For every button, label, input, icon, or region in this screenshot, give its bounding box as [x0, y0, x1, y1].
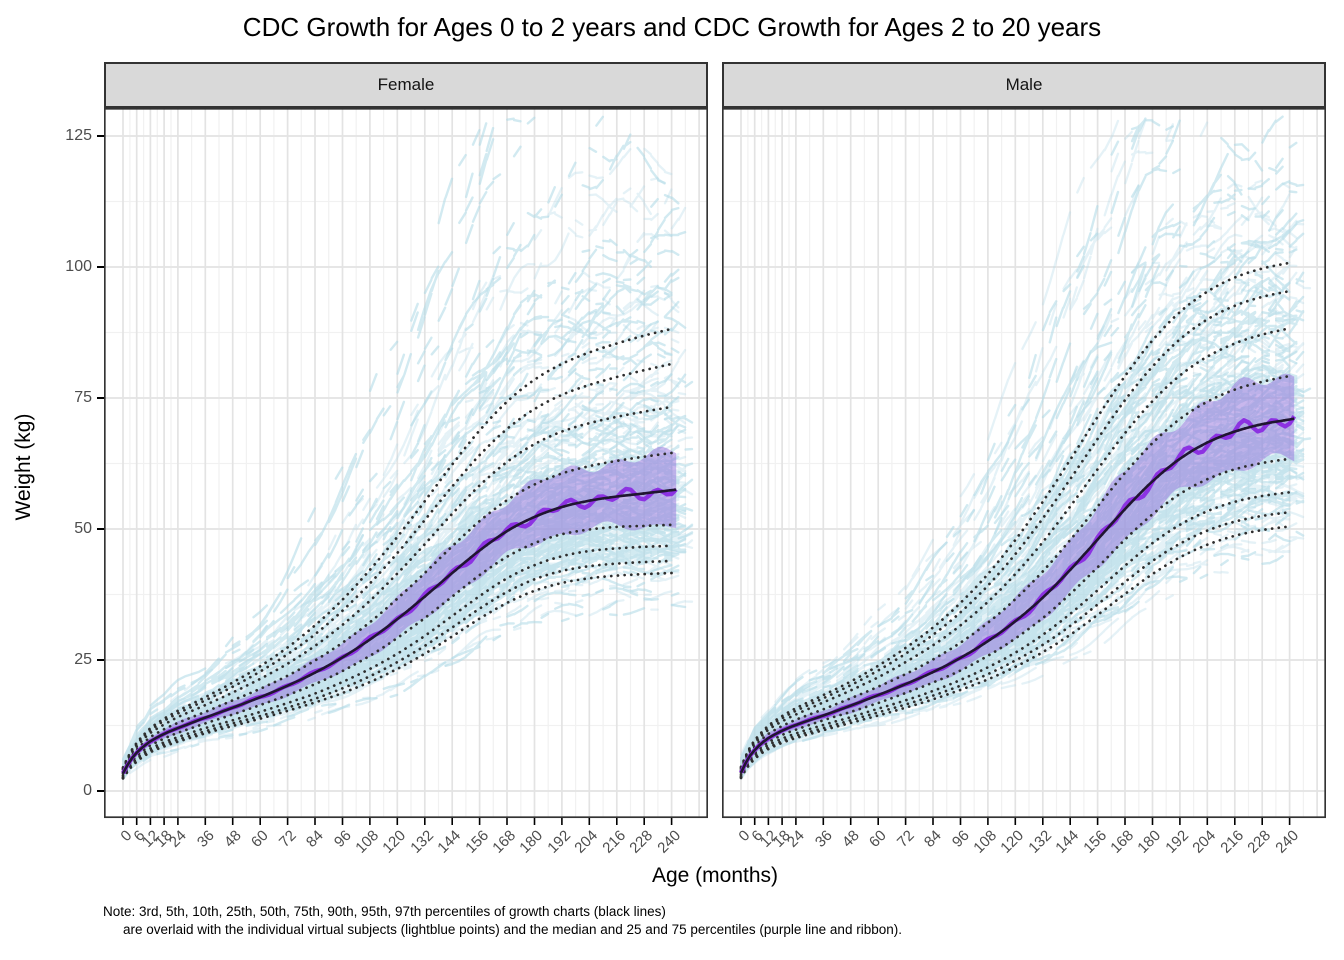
- facet-strip-male: Male: [722, 62, 1326, 108]
- x-axis-tick-label: 120: [997, 827, 1028, 857]
- x-axis-tick-label: 132: [407, 827, 437, 857]
- x-axis-tick-label: 228: [626, 827, 657, 857]
- y-axis-tick: [97, 397, 104, 399]
- x-axis-tick-label: 132: [1025, 827, 1055, 857]
- panel-female-chart: [104, 108, 708, 825]
- x-axis-ticks: [122, 818, 673, 825]
- facet-label-male: Male: [1005, 75, 1043, 94]
- y-axis-tick-label: 75: [74, 389, 92, 406]
- x-axis-tick-label: 228: [1244, 827, 1275, 857]
- chart-title: CDC Growth for Ages 0 to 2 years and CDC…: [242, 12, 1102, 42]
- y-axis-tick-label: 100: [65, 258, 92, 275]
- x-axis-tick-label: 156: [461, 827, 492, 857]
- x-axis-tick-label: 240: [653, 827, 684, 857]
- x-axis-tick-label: 180: [1134, 827, 1165, 857]
- x-axis-tick-label: 48: [838, 827, 863, 851]
- x-axis-tick-label: 60: [866, 827, 891, 851]
- y-axis-tick: [97, 266, 104, 268]
- y-axis-tick-label: 0: [83, 782, 92, 799]
- x-axis-tick-label: 120: [379, 827, 410, 857]
- x-axis-tick-label: 72: [275, 827, 300, 851]
- x-axis-tick-label: 216: [1217, 827, 1247, 857]
- y-axis-tick: [97, 659, 104, 661]
- note-line-2: are overlaid with the individual virtual…: [123, 922, 902, 937]
- x-axis-tick-label: 192: [544, 827, 574, 857]
- x-axis-tick-label: 216: [599, 827, 629, 857]
- x-axis-tick-label: 192: [1162, 827, 1192, 857]
- x-axis-tick-label: 96: [330, 827, 355, 851]
- x-axis-tick-label: 240: [1271, 827, 1302, 857]
- x-axis-tick-label: 168: [1107, 827, 1138, 857]
- x-axis-tick-label: 108: [970, 827, 1000, 857]
- x-axis-tick-label: 36: [811, 827, 836, 851]
- x-axis-tick-label: 108: [352, 827, 382, 857]
- panel-male-chart: [722, 108, 1326, 825]
- y-axis-tick: [97, 528, 104, 530]
- x-axis-tick-label: 24: [166, 827, 190, 851]
- note-line-1: Note: 3rd, 5th, 10th, 25th, 50th, 75th, …: [103, 904, 666, 919]
- x-axis-tick-label: 60: [248, 827, 273, 851]
- x-axis-tick-label: 96: [948, 827, 973, 851]
- x-axis-tick-label: 144: [434, 827, 465, 857]
- facet-strip-female: Female: [104, 62, 708, 108]
- y-axis-tick: [97, 790, 104, 792]
- y-axis-tick-label: 25: [74, 651, 92, 668]
- x-axis-tick-label: 204: [1189, 827, 1220, 857]
- x-axis-tick-label: 72: [893, 827, 918, 851]
- x-axis-tick-label: 84: [921, 827, 946, 851]
- x-axis-tick-label: 36: [193, 827, 218, 851]
- x-axis-tick-label: 144: [1052, 827, 1083, 857]
- x-axis-tick-label: 84: [303, 827, 328, 851]
- y-axis-tick-label: 50: [74, 520, 92, 537]
- x-axis-tick-label: 180: [516, 827, 547, 857]
- y-axis-tick: [97, 135, 104, 137]
- x-axis-tick-label: 204: [571, 827, 602, 857]
- x-axis-tick-label: 156: [1079, 827, 1110, 857]
- y-axis-title: Weight (kg): [12, 413, 35, 521]
- x-axis-tick-label: 48: [220, 827, 245, 851]
- x-axis-ticks: [740, 818, 1291, 825]
- facet-label-female: Female: [377, 75, 435, 94]
- y-axis-tick-label: 125: [65, 127, 92, 144]
- x-axis-title: Age (months): [651, 864, 779, 887]
- x-axis-tick-label: 168: [489, 827, 520, 857]
- x-axis-tick-label: 24: [784, 827, 808, 851]
